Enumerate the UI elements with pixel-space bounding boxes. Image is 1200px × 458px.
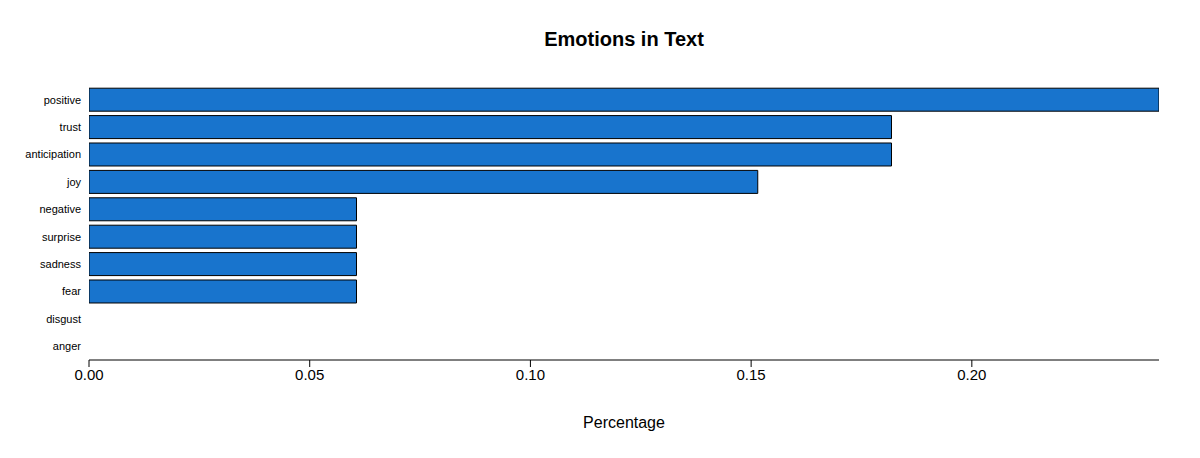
svg-text:sadness: sadness: [40, 258, 81, 270]
svg-text:0.15: 0.15: [737, 366, 766, 383]
svg-text:0.10: 0.10: [516, 366, 545, 383]
svg-text:joy: joy: [66, 176, 82, 188]
svg-text:0.05: 0.05: [295, 366, 324, 383]
svg-text:0.20: 0.20: [957, 366, 986, 383]
svg-text:surprise: surprise: [42, 231, 81, 243]
svg-text:negative: negative: [39, 203, 81, 215]
svg-text:disgust: disgust: [46, 313, 81, 325]
svg-text:anticipation: anticipation: [25, 148, 81, 160]
html-text:Emotions in Text: Emotions in Text: [544, 28, 704, 50]
svg-text:0.00: 0.00: [74, 366, 103, 383]
svg-text:anger: anger: [53, 340, 81, 352]
svg-text:Percentage: Percentage: [583, 414, 665, 431]
svg-text:fear: fear: [62, 285, 81, 297]
svg-text:trust: trust: [60, 121, 81, 133]
svg-text:positive: positive: [44, 94, 81, 106]
